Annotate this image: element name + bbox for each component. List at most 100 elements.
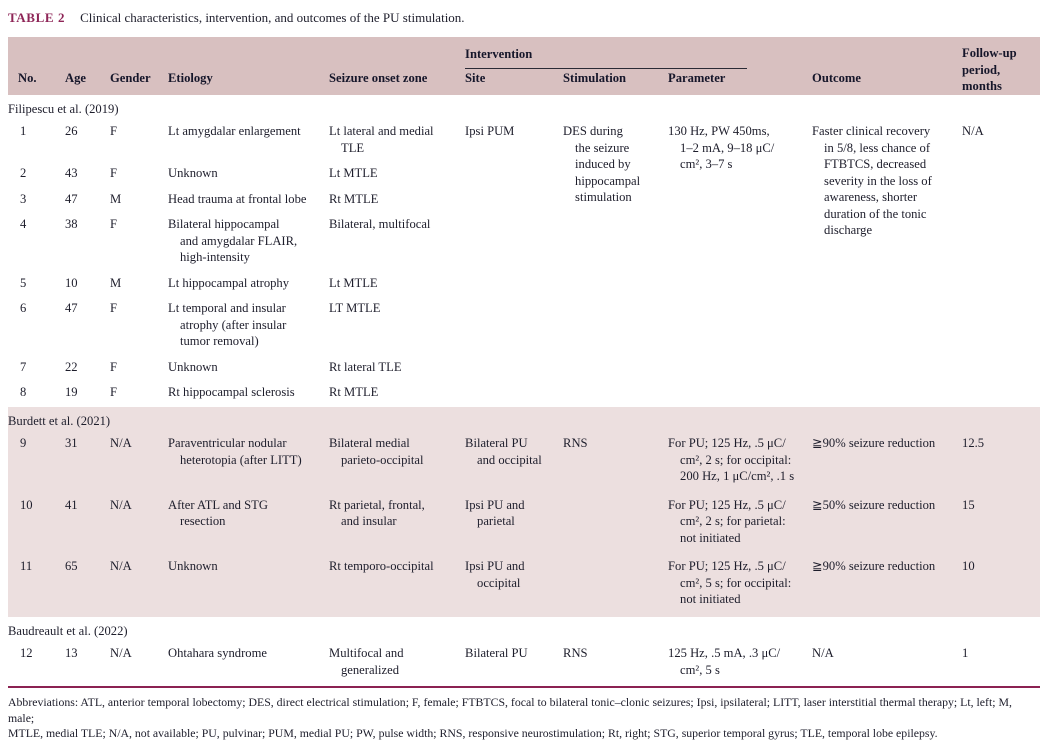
table-row: 7 22 F Unknown Rt lateral TLE xyxy=(8,356,1040,382)
cell-gender: F xyxy=(110,124,118,138)
cell-etiology: Unknown xyxy=(160,555,321,617)
cell-seizure-onset-zone: Bilateral, multifocal xyxy=(329,217,431,231)
table-row: 2 43 F Unknown Lt MTLE xyxy=(8,162,1040,188)
col-header-parameter: Parameter xyxy=(668,71,726,85)
cell-etiology: Bilateral hippocampal and amygdalar FLAI… xyxy=(168,217,298,264)
cell-etiology: Unknown xyxy=(168,166,218,180)
cell-no: 11 xyxy=(8,555,57,617)
cell-no: 7 xyxy=(20,359,27,374)
footnote-line: Abbreviations: ATL, anterior temporal lo… xyxy=(8,695,1012,725)
cell-parameter: For PU; 125 Hz, .5 μC/ cm², 2 s; for par… xyxy=(660,493,805,555)
cell-seizure-onset-zone: Rt parietal, frontal, and insular xyxy=(321,493,458,555)
table-row: 12 13 N/A Ohtahara syndrome Multifocal a… xyxy=(8,642,1040,684)
intervention-underline xyxy=(465,67,748,69)
col-header-gender: Gender xyxy=(110,71,151,85)
cell-parameter: 125 Hz, .5 mA, .3 μC/ cm², 5 s xyxy=(668,646,781,677)
cell-site: Bilateral PU and occipital xyxy=(457,432,556,494)
cell-gender: M xyxy=(110,191,122,206)
table-row: 5 10 M Lt hippocampal atrophy Lt MTLE xyxy=(8,272,1040,298)
cell-gender: F xyxy=(110,385,118,399)
cell-etiology: Lt hippocampal atrophy xyxy=(168,275,290,290)
cell-age: 65 xyxy=(57,555,102,617)
group-source: Baudreault et al. (2022) xyxy=(8,623,128,638)
cell-age: 41 xyxy=(57,493,102,555)
group-heading-row: Burdett et al. (2021) xyxy=(8,406,1041,432)
cell-parameter: For PU; 125 Hz, .5 μC/ cm², 2 s; for occ… xyxy=(660,432,805,494)
cell-age: 19 xyxy=(65,385,78,399)
cell-seizure-onset-zone: Multifocal and generalized xyxy=(329,646,404,677)
col-header-age: Age xyxy=(65,71,86,85)
cell-outcome: Faster clinical recovery in 5/8, less ch… xyxy=(812,124,932,237)
cell-site: Ipsi PUM xyxy=(465,124,515,138)
cell-age: 47 xyxy=(65,191,78,206)
cell-gender: F xyxy=(110,359,118,374)
cell-etiology: Ohtahara syndrome xyxy=(168,646,267,660)
footnote-line: MTLE, medial TLE; N/A, not available; PU… xyxy=(8,726,938,740)
cell-stimulation: DES during the seizure induced by hippoc… xyxy=(563,124,641,204)
cell-followup: 10 xyxy=(954,555,1041,617)
cell-seizure-onset-zone: Lt MTLE xyxy=(329,166,378,180)
cell-parameter: 130 Hz, PW 450ms, 1–2 mA, 9–18 μC/ cm², … xyxy=(668,124,775,171)
col-header-stimulation: Stimulation xyxy=(563,71,627,85)
cell-followup: N/A xyxy=(962,124,984,138)
cell-site: Ipsi PU and parietal xyxy=(457,493,556,555)
intervention-group-label: Intervention xyxy=(465,47,533,62)
cell-site: Ipsi PU and occipital xyxy=(457,555,556,617)
cell-age: 22 xyxy=(65,359,78,374)
cell-seizure-onset-zone: Bilateral medial parieto-occipital xyxy=(321,432,458,494)
group-source: Filipescu et al. (2019) xyxy=(8,101,119,116)
cell-site: Bilateral PU xyxy=(465,646,528,660)
cell-etiology: Lt temporal and insular atrophy (after i… xyxy=(168,301,287,348)
cell-gender: F xyxy=(110,301,118,315)
cell-stimulation: RNS xyxy=(563,646,588,660)
cell-gender: F xyxy=(110,217,118,231)
cell-seizure-onset-zone: Rt temporo-occipital xyxy=(321,555,458,617)
cell-gender: M xyxy=(110,275,122,290)
table-row: 10 41 N/A After ATL and STG resection Rt… xyxy=(8,493,1041,555)
table-caption: TABLE 2 Clinical characteristics, interve… xyxy=(8,10,1040,26)
cell-etiology: After ATL and STG resection xyxy=(160,493,321,555)
cell-followup: 12.5 xyxy=(954,432,1041,494)
cell-no: 12 xyxy=(20,646,33,660)
cell-seizure-onset-zone: Lt MTLE xyxy=(329,275,378,290)
cell-stimulation: RNS xyxy=(555,432,661,617)
cell-age: 26 xyxy=(65,124,78,138)
cell-gender: N/A xyxy=(110,646,132,660)
col-header-site: Site xyxy=(465,71,486,85)
cell-seizure-onset-zone: Rt MTLE xyxy=(329,191,379,206)
cell-etiology: Paraventricular nodular heterotopia (aft… xyxy=(160,432,321,494)
group-source: Burdett et al. (2021) xyxy=(8,406,1041,432)
col-header-followup: Follow-up period, months xyxy=(962,46,1017,93)
col-header-seizure-onset-zone: Seizure onset zone xyxy=(329,71,428,85)
cell-gender: N/A xyxy=(102,432,160,494)
table-number-label: TABLE 2 xyxy=(8,10,66,25)
table-header: Intervention Follow-up period, months No… xyxy=(8,37,1041,95)
cell-parameter: For PU; 125 Hz, .5 μC/ cm², 5 s; for occ… xyxy=(660,555,805,617)
cell-seizure-onset-zone: Rt MTLE xyxy=(329,385,379,399)
table-row: 8 19 F Rt hippocampal sclerosis Rt MTLE xyxy=(8,381,1040,407)
cell-gender: F xyxy=(110,166,118,180)
table-row: 6 47 F Lt temporal and insular atrophy (… xyxy=(8,297,1040,356)
intervention-group-header: Intervention xyxy=(457,37,804,69)
cell-no: 1 xyxy=(20,124,27,138)
cell-seizure-onset-zone: Lt lateral and medial TLE xyxy=(329,124,434,155)
header-spacer xyxy=(8,37,457,69)
cell-no: 4 xyxy=(20,217,27,231)
cell-seizure-onset-zone: Rt lateral TLE xyxy=(329,359,402,374)
cell-age: 13 xyxy=(65,646,78,660)
cell-no: 3 xyxy=(20,191,27,206)
cell-age: 43 xyxy=(65,166,78,180)
table-caption-text: Clinical characteristics, intervention, … xyxy=(80,10,465,25)
cell-no: 2 xyxy=(20,166,27,180)
table-row: 11 65 N/A Unknown Rt temporo-occipital I… xyxy=(8,555,1041,617)
header-columns-row: No. Age Gender Etiology Seizure onset zo… xyxy=(8,69,1040,95)
cell-age: 47 xyxy=(65,301,78,315)
table-row: 9 31 N/A Paraventricular nodular heterot… xyxy=(8,432,1041,617)
group-heading-row: Baudreault et al. (2022) xyxy=(8,617,1040,643)
cell-etiology: Rt hippocampal sclerosis xyxy=(168,385,295,399)
cell-no: 5 xyxy=(20,275,27,290)
col-header-no: No. xyxy=(18,71,37,85)
cell-no: 8 xyxy=(20,385,27,399)
cell-seizure-onset-zone: LT MTLE xyxy=(329,301,381,315)
